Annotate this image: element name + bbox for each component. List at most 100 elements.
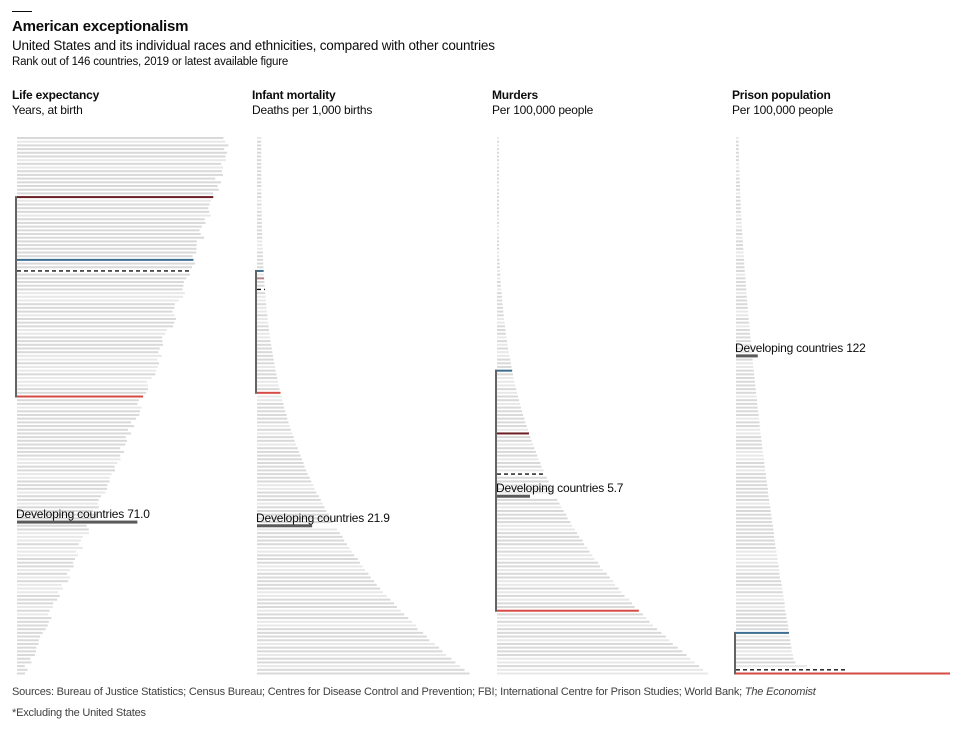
country-bar — [17, 303, 175, 306]
country-bar — [736, 188, 741, 191]
country-bar — [736, 402, 758, 405]
country-bar — [736, 465, 765, 468]
country-bar — [17, 561, 74, 564]
country-bar — [736, 365, 754, 368]
country-bar — [17, 159, 226, 162]
country-bar — [497, 247, 499, 250]
country-bar — [17, 668, 28, 671]
country-bar — [17, 498, 99, 501]
country-bar — [497, 295, 502, 298]
country-bar — [17, 199, 211, 202]
developing-countries-bar — [257, 524, 313, 528]
country-bar — [17, 207, 209, 210]
country-bar — [17, 151, 228, 154]
country-bar — [497, 465, 542, 468]
country-bar — [257, 510, 327, 512]
country-bar — [17, 613, 49, 616]
country-bar — [257, 657, 452, 660]
country-bar — [257, 210, 262, 213]
country-bar — [17, 192, 214, 195]
country-bar — [257, 480, 312, 483]
country-bar — [257, 155, 262, 158]
header-rule — [12, 11, 32, 12]
country-bar — [17, 532, 90, 535]
country-bar — [17, 524, 87, 527]
highlight-bar-red — [257, 391, 281, 394]
country-bar — [497, 546, 588, 549]
developing-countries-label: Developing countries 5.7 — [496, 481, 624, 495]
country-bar — [497, 170, 499, 173]
country-bar — [497, 506, 562, 509]
country-bar — [736, 558, 778, 561]
country-bar — [736, 506, 771, 509]
country-bar — [736, 277, 746, 280]
country-bar — [17, 351, 159, 354]
country-bar — [497, 413, 524, 416]
country-bar — [736, 476, 767, 479]
country-bar — [497, 181, 499, 184]
country-bar — [736, 225, 742, 228]
panel-title: Prison population — [732, 88, 831, 102]
country-bar — [257, 498, 321, 501]
country-bar — [257, 244, 263, 247]
country-bar — [257, 251, 263, 254]
country-bar — [257, 340, 271, 343]
country-bar — [17, 380, 147, 383]
country-bar — [257, 388, 280, 391]
country-bar — [497, 354, 510, 357]
country-bar — [497, 642, 673, 645]
country-bar — [497, 410, 522, 413]
country-bar — [257, 255, 263, 258]
country-bar — [736, 443, 762, 446]
country-bar — [257, 535, 343, 538]
country-bar — [497, 654, 687, 657]
country-bar — [257, 465, 305, 468]
country-bar — [736, 269, 745, 272]
country-bar — [257, 598, 391, 601]
country-bar — [736, 159, 740, 162]
country-bar — [497, 646, 678, 649]
country-bar — [736, 583, 782, 586]
country-bar — [257, 546, 350, 549]
country-bar — [497, 539, 583, 542]
country-bar — [497, 617, 647, 620]
country-bar — [257, 502, 323, 505]
country-bar — [257, 192, 262, 195]
country-bar — [736, 292, 747, 295]
highlight-bar-blue — [257, 269, 264, 272]
country-bar — [497, 639, 670, 642]
country-bar — [17, 609, 50, 612]
country-bar — [257, 447, 298, 450]
country-bar — [736, 295, 747, 298]
country-bar — [497, 572, 607, 575]
country-bar — [257, 521, 333, 524]
panel-title: Life expectancy — [12, 88, 100, 102]
country-bar — [17, 458, 121, 461]
country-bar — [17, 617, 52, 620]
country-bar — [257, 377, 278, 380]
country-bar — [736, 447, 763, 450]
country-bar — [736, 218, 742, 221]
country-bar — [497, 140, 499, 143]
country-bar — [736, 155, 739, 158]
country-bar — [17, 539, 81, 542]
country-bar — [736, 487, 768, 490]
country-bar — [257, 609, 401, 612]
country-bar — [257, 347, 272, 350]
country-bar — [736, 221, 742, 224]
country-bar — [17, 580, 69, 583]
country-bar — [17, 510, 94, 512]
country-bar — [497, 613, 643, 616]
country-bar — [17, 642, 39, 645]
country-bar — [257, 583, 377, 586]
country-bar — [497, 329, 506, 332]
country-bar — [497, 347, 509, 350]
country-bar — [736, 255, 744, 258]
country-bar — [736, 650, 792, 653]
country-bar — [497, 476, 547, 479]
country-bar — [257, 159, 262, 162]
country-bar — [257, 469, 307, 472]
country-bar — [497, 377, 514, 380]
country-bar — [257, 325, 269, 328]
sources-line: Sources: Bureau of Justice Statistics; C… — [12, 686, 816, 698]
